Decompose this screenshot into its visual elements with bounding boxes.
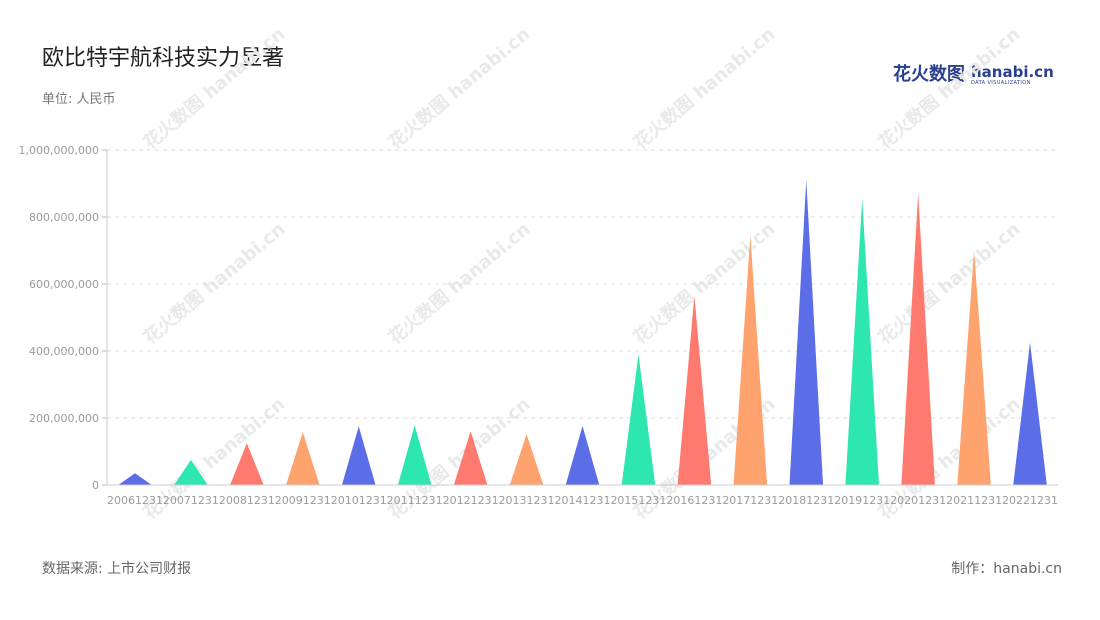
brand-logo-en: hanabi.cn DATA VISUALIZATION <box>971 65 1054 86</box>
bar-20111231 <box>397 425 432 485</box>
watermark-text: 花火数图 hanabi.cn <box>139 218 289 349</box>
brand-logo: 花火数图 hanabi.cn DATA VISUALIZATION <box>893 60 1054 86</box>
watermark-text: 花火数图 hanabi.cn <box>629 23 779 154</box>
bar-20091231 <box>286 432 320 485</box>
bar-20171231 <box>733 235 768 485</box>
credit: 制作：hanabi.cn <box>951 561 1062 577</box>
x-tick-label: 20121231 <box>443 494 499 507</box>
bar-20191231 <box>845 198 879 485</box>
bar-20121231 <box>453 431 488 485</box>
y-tick-label: 200,000,000 <box>29 412 99 425</box>
brand-logo-en-sub: DATA VISUALIZATION <box>971 80 1031 86</box>
x-tick-label: 20101231 <box>331 494 387 507</box>
data-source: 数据来源: 上市公司财报 <box>42 561 192 577</box>
watermark-text: 花火数图 hanabi.cn <box>139 23 289 154</box>
x-tick-label: 20221231 <box>1002 494 1058 507</box>
x-tick-label: 20171231 <box>722 494 778 507</box>
bar-20131231 <box>509 434 544 485</box>
y-tick-label: 400,000,000 <box>29 345 99 358</box>
bar-20081231 <box>230 443 264 485</box>
x-tick-label: 20071231 <box>163 494 219 507</box>
x-tick-label: 20201231 <box>890 494 946 507</box>
bar-20101231 <box>341 426 376 485</box>
watermark-text: 花火数图 hanabi.cn <box>874 23 1024 154</box>
x-tick-label: 20211231 <box>946 494 1002 507</box>
bar-20221231 <box>1013 342 1047 485</box>
x-tick-label: 20181231 <box>778 494 834 507</box>
x-tick-label: 20091231 <box>275 494 331 507</box>
bar-20201231 <box>901 193 935 486</box>
x-tick-label: 20131231 <box>499 494 555 507</box>
watermark-text: 花火数图 hanabi.cn <box>629 218 779 349</box>
bar-20151231 <box>621 354 656 485</box>
brand-logo-en-main: hanabi.cn <box>971 63 1054 81</box>
bar-20061231 <box>118 473 152 485</box>
bars <box>118 180 1047 486</box>
bar-20181231 <box>789 180 824 485</box>
y-tick-label: 0 <box>92 479 99 492</box>
x-tick-label: 20081231 <box>219 494 275 507</box>
x-axis: 20061231 20071231 20081231 20091231 20101231… <box>107 484 1058 507</box>
x-tick-label: 20151231 <box>610 494 666 507</box>
x-tick-label: 20111231 <box>387 494 443 507</box>
brand-logo-cn: 花火数图 <box>893 64 965 85</box>
watermark-text: 花火数图 hanabi.cn <box>384 23 534 154</box>
bar-20071231 <box>174 459 208 485</box>
unit-label: 单位: 人民币 <box>42 92 116 107</box>
x-tick-label: 20141231 <box>555 494 611 507</box>
x-tick-label: 20161231 <box>666 494 722 507</box>
bar-20161231 <box>677 295 712 485</box>
y-tick-label: 1,000,000,000 <box>19 144 99 157</box>
chart-title: 欧比特宇航科技实力显著 <box>42 46 285 71</box>
watermark-text: 花火数图 hanabi.cn <box>874 218 1024 349</box>
grid-lines <box>107 149 1058 419</box>
x-tick-label: 20191231 <box>834 494 890 507</box>
bar-20141231 <box>565 426 600 485</box>
y-tick-label: 800,000,000 <box>29 211 99 224</box>
y-tick-label: 600,000,000 <box>29 278 99 291</box>
watermark-text: 花火数图 hanabi.cn <box>384 218 534 349</box>
y-axis: 0 200,000,000 400,000,000 600,000,000 800,00… <box>19 144 108 492</box>
bar-20211231 <box>957 250 991 485</box>
x-tick-label: 20061231 <box>107 494 163 507</box>
